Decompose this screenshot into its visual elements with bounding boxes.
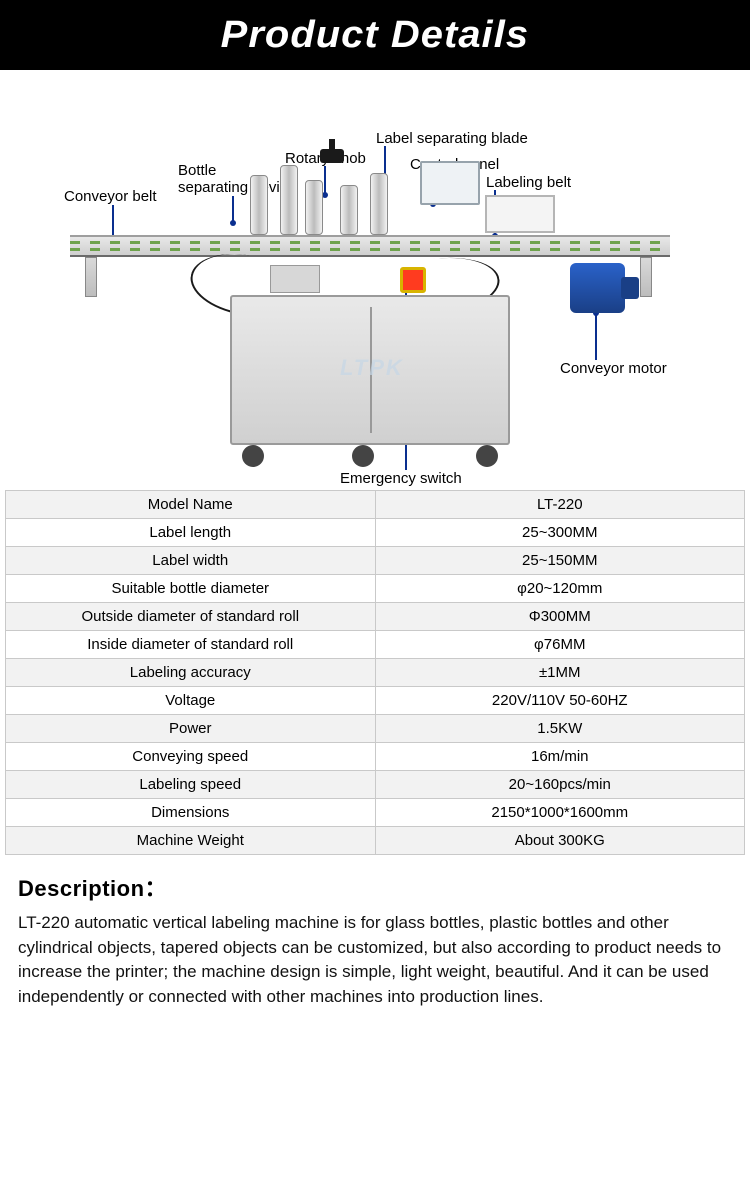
roller-icon	[370, 173, 388, 235]
spec-name-cell: Labeling accuracy	[6, 659, 376, 687]
product-diagram: Conveyor belt Bottle separating device R…	[0, 70, 750, 490]
roller-icon	[305, 180, 323, 235]
spec-name-cell: Labeling speed	[6, 771, 376, 799]
spec-value-cell: 25~150MM	[375, 547, 745, 575]
spec-name-cell: Dimensions	[6, 799, 376, 827]
table-row: Label width25~150MM	[6, 547, 745, 575]
roller-icon	[340, 185, 358, 235]
spec-name-cell: Label width	[6, 547, 376, 575]
table-row: Model NameLT-220	[6, 491, 745, 519]
table-row: Inside diameter of standard rollφ76MM	[6, 631, 745, 659]
table-row: Outside diameter of standard rollΦ300MM	[6, 603, 745, 631]
callout-label-separating-blade: Label separating blade	[376, 130, 528, 147]
spec-value-cell: 2150*1000*1600mm	[375, 799, 745, 827]
rotary-knob-icon	[320, 149, 344, 163]
callout-emergency-switch: Emergency switch	[340, 470, 462, 487]
spec-name-cell: Power	[6, 715, 376, 743]
table-row: Power1.5KW	[6, 715, 745, 743]
conveyor-leg	[85, 257, 97, 297]
spec-value-cell: φ76MM	[375, 631, 745, 659]
spec-name-cell: Inside diameter of standard roll	[6, 631, 376, 659]
description-body: LT-220 automatic vertical labeling machi…	[18, 911, 732, 1010]
spec-value-cell: ±1MM	[375, 659, 745, 687]
labeling-belt-icon	[485, 195, 555, 233]
table-row: Conveying speed16m/min	[6, 743, 745, 771]
specs-table: Model NameLT-220Label length25~300MMLabe…	[5, 490, 745, 855]
spec-value-cell: LT-220	[375, 491, 745, 519]
description-heading: Description：	[18, 871, 732, 903]
table-row: Labeling speed20~160pcs/min	[6, 771, 745, 799]
control-panel-icon	[420, 161, 480, 205]
specs-tbody: Model NameLT-220Label length25~300MMLabe…	[6, 491, 745, 855]
table-row: Label length25~300MM	[6, 519, 745, 547]
spec-value-cell: 220V/110V 50-60HZ	[375, 687, 745, 715]
spec-name-cell: Voltage	[6, 687, 376, 715]
spec-name-cell: Suitable bottle diameter	[6, 575, 376, 603]
spec-value-cell: 20~160pcs/min	[375, 771, 745, 799]
header-bar: Product Details	[0, 0, 750, 70]
spec-value-cell: 25~300MM	[375, 519, 745, 547]
spec-value-cell: 1.5KW	[375, 715, 745, 743]
spec-name-cell: Conveying speed	[6, 743, 376, 771]
table-row: Suitable bottle diameterφ20~120mm	[6, 575, 745, 603]
description-section: Description： LT-220 automatic vertical l…	[0, 855, 750, 1034]
spec-value-cell: About 300KG	[375, 827, 745, 855]
conveyor-track	[70, 235, 670, 257]
spec-value-cell: φ20~120mm	[375, 575, 745, 603]
roller-icon	[280, 165, 298, 235]
machine-illustration: LTPK	[70, 195, 670, 465]
spec-name-cell: Machine Weight	[6, 827, 376, 855]
table-row: Dimensions2150*1000*1600mm	[6, 799, 745, 827]
table-row: Voltage220V/110V 50-60HZ	[6, 687, 745, 715]
caster-icon	[242, 445, 264, 467]
table-row: Machine WeightAbout 300KG	[6, 827, 745, 855]
top-assembly	[250, 155, 510, 235]
emergency-switch-icon	[400, 267, 426, 293]
conveyor-leg	[640, 257, 652, 297]
table-row: Labeling accuracy±1MM	[6, 659, 745, 687]
caster-icon	[476, 445, 498, 467]
watermark-text: LTPK	[340, 355, 404, 381]
spec-name-cell: Model Name	[6, 491, 376, 519]
spec-name-cell: Label length	[6, 519, 376, 547]
caster-icon	[352, 445, 374, 467]
conveyor-motor-icon	[570, 263, 625, 313]
spec-value-cell: 16m/min	[375, 743, 745, 771]
spec-value-cell: Φ300MM	[375, 603, 745, 631]
page-title: Product Details	[221, 14, 529, 57]
spec-name-cell: Outside diameter of standard roll	[6, 603, 376, 631]
roller-icon	[250, 175, 268, 235]
